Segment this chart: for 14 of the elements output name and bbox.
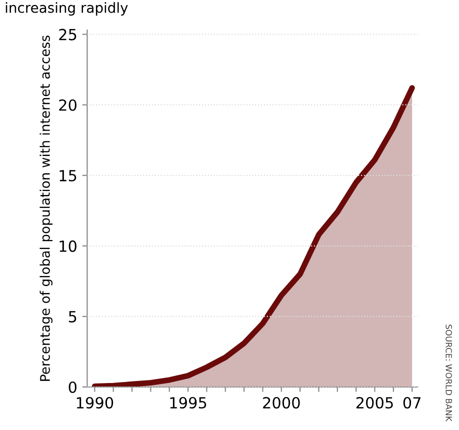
y-tick-label: 15 — [60, 170, 76, 182]
x-tick-label: 2005 — [356, 396, 393, 409]
x-tick-label: 2000 — [263, 396, 300, 409]
x-tick-label: 1995 — [170, 396, 206, 409]
y-axis-title: Percentage of global population with internet access — [40, 36, 52, 381]
y-tick-label: 0 — [68, 381, 76, 394]
source-note: SOURCE: WORLD BANK — [446, 324, 452, 422]
y-tick-label: 20 — [59, 99, 76, 111]
x-tick-label: 07 — [403, 396, 421, 409]
y-tick-label: 5 — [68, 311, 76, 322]
y-tick-label: 25 — [59, 28, 76, 40]
y-tick-label: 10 — [60, 240, 76, 252]
x-tick-label: 1990 — [76, 396, 114, 409]
chart-title: increasing rapidly — [6, 2, 128, 16]
